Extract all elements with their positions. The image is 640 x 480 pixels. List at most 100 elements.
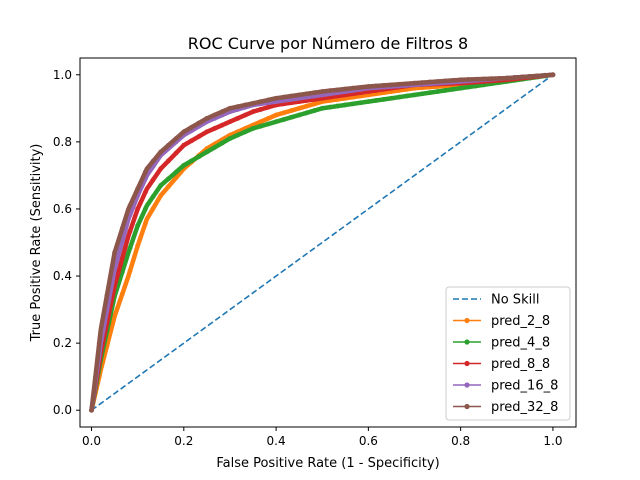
data-point xyxy=(527,74,533,79)
data-point xyxy=(519,74,525,80)
data-point xyxy=(204,115,210,121)
data-point xyxy=(212,112,217,118)
data-point xyxy=(358,100,364,106)
data-point xyxy=(296,112,302,118)
data-point xyxy=(481,76,487,82)
data-point xyxy=(373,98,379,103)
legend-marker xyxy=(464,317,470,324)
data-point xyxy=(204,149,210,155)
data-point xyxy=(335,103,341,109)
data-point xyxy=(119,238,125,244)
data-point xyxy=(312,101,317,107)
y-tick-label: 1.0 xyxy=(53,68,72,82)
y-tick-label: 0.4 xyxy=(53,269,72,283)
data-point xyxy=(273,112,279,118)
data-point xyxy=(242,129,248,135)
data-point xyxy=(142,189,148,195)
data-point xyxy=(412,92,417,98)
data-point xyxy=(173,136,179,141)
series-pred_32_8 xyxy=(89,72,556,413)
axis-ticks: 0.0 0.2 0.4 0.6 0.8 1.0 0.0 0.2 0.4 0.6 0.8 1.0 xyxy=(53,68,563,448)
data-point xyxy=(381,96,387,102)
x-tick-label: 0.8 xyxy=(451,434,470,448)
data-point xyxy=(350,101,356,107)
data-point xyxy=(266,104,271,110)
data-point xyxy=(465,84,471,90)
data-point xyxy=(235,104,241,110)
data-point xyxy=(204,129,210,135)
data-point xyxy=(258,123,264,129)
data-point xyxy=(273,95,279,101)
data-point xyxy=(212,145,217,150)
legend-entry-pred_4_8: pred_4_8 xyxy=(453,336,550,351)
data-point xyxy=(227,136,233,141)
data-point xyxy=(504,75,510,81)
x-tick-label: 0.6 xyxy=(359,434,378,448)
data-point xyxy=(250,109,256,115)
data-point xyxy=(135,243,141,249)
data-point xyxy=(442,78,448,84)
data-point xyxy=(365,84,371,89)
data-point xyxy=(458,77,464,83)
data-point xyxy=(104,293,110,298)
data-point xyxy=(219,140,225,146)
legend-label: pred_4_8 xyxy=(491,336,550,351)
data-point xyxy=(289,108,294,113)
data-point xyxy=(342,102,348,108)
data-point xyxy=(473,83,479,89)
data-point xyxy=(266,121,271,127)
data-point xyxy=(142,169,148,175)
data-point xyxy=(404,81,410,87)
data-point xyxy=(196,133,202,139)
data-point xyxy=(196,154,202,159)
data-point xyxy=(258,107,264,112)
data-point xyxy=(542,72,548,78)
data-point xyxy=(212,126,217,131)
data-point xyxy=(465,77,471,82)
data-point xyxy=(389,95,394,101)
data-point xyxy=(450,77,456,83)
legend-entry-pred_16_8: pred_16_8 xyxy=(453,379,558,394)
data-point xyxy=(166,158,171,164)
data-point xyxy=(181,162,187,168)
x-tick-label: 0.4 xyxy=(267,434,286,448)
data-point xyxy=(335,87,341,93)
series-markers-pred_32_8 xyxy=(89,72,556,413)
legend-marker xyxy=(464,382,470,388)
axes-frame xyxy=(79,57,577,428)
data-point xyxy=(489,76,494,82)
data-point xyxy=(296,105,302,111)
data-point xyxy=(327,88,333,94)
data-point xyxy=(127,203,133,209)
data-point xyxy=(250,100,256,106)
x-axis-label: False Positive Rate (1 - Specificity) xyxy=(216,456,439,471)
data-point xyxy=(435,79,440,84)
x-tick-label: 1.0 xyxy=(543,434,562,448)
y-tick-label: 0.2 xyxy=(53,336,72,350)
data-point xyxy=(112,250,117,255)
data-point xyxy=(189,124,194,130)
data-point xyxy=(158,183,164,188)
data-point xyxy=(189,138,194,144)
x-tick-label: 0.2 xyxy=(174,434,193,448)
y-tick-label: 0.8 xyxy=(53,135,72,149)
data-point xyxy=(258,99,264,105)
legend-label: pred_8_8 xyxy=(491,357,550,372)
data-point xyxy=(166,176,171,182)
legend-label: pred_2_8 xyxy=(491,314,550,329)
data-point xyxy=(89,407,94,413)
data-point xyxy=(258,119,264,125)
data-point xyxy=(127,245,133,251)
data-point xyxy=(381,83,387,88)
data-point xyxy=(112,313,117,319)
data-point xyxy=(166,184,171,189)
data-point xyxy=(150,206,156,211)
data-point xyxy=(304,103,310,109)
data-point xyxy=(289,93,294,99)
data-point xyxy=(158,166,164,172)
data-point xyxy=(296,92,302,98)
x-tick-label: 0.0 xyxy=(82,434,101,448)
data-point xyxy=(219,122,225,128)
data-point xyxy=(227,119,233,125)
data-point xyxy=(250,126,256,131)
